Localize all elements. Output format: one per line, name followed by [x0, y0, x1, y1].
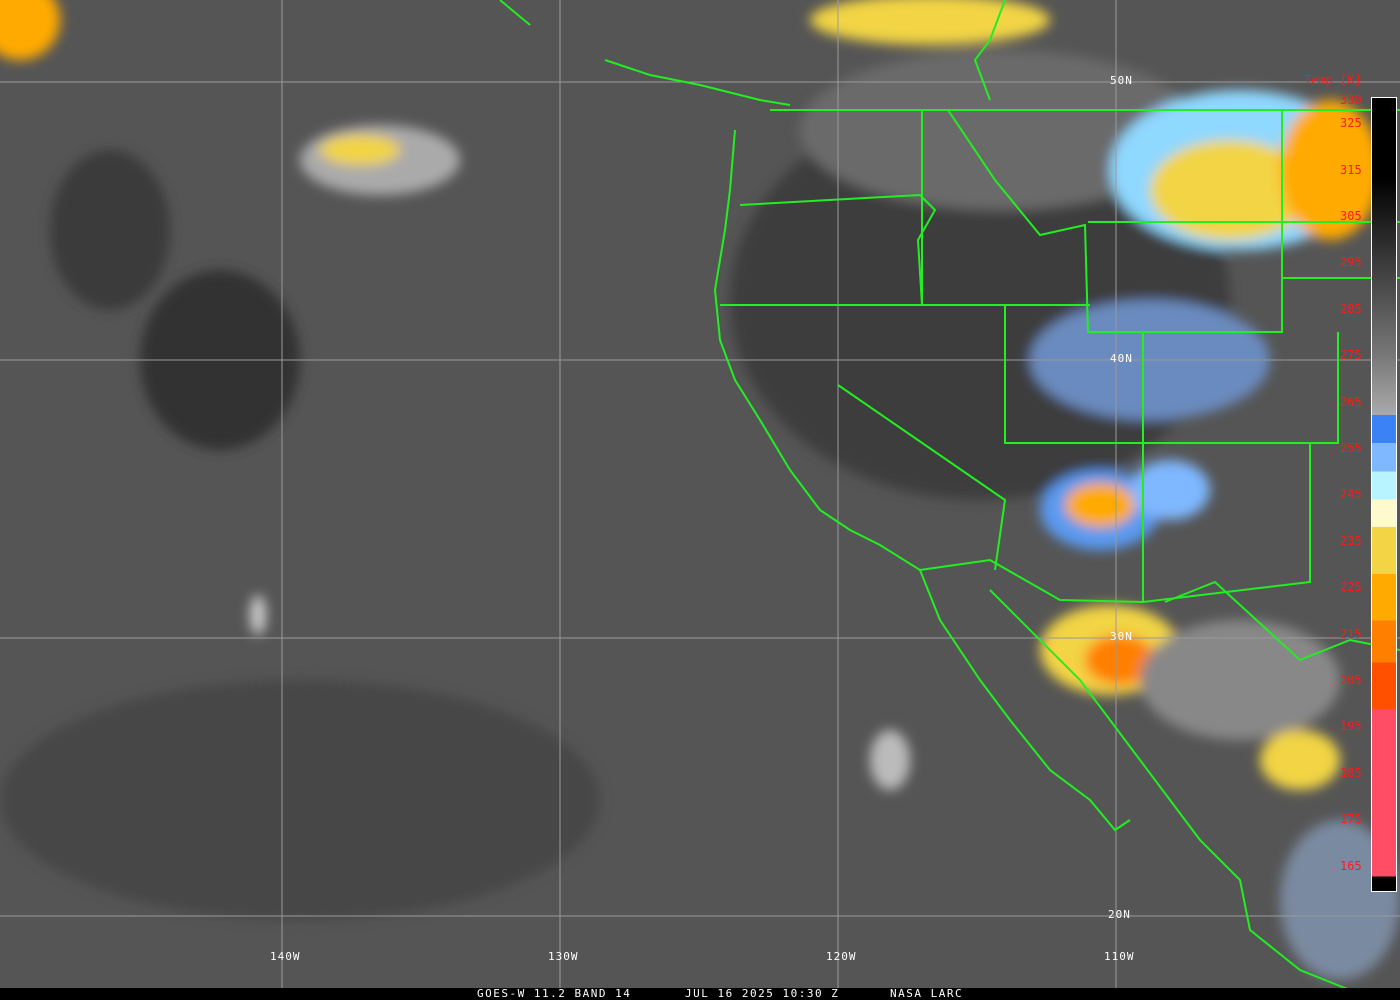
- colorbar-tick: 330: [1340, 93, 1362, 107]
- colorbar-tick: 225: [1340, 580, 1362, 595]
- lat-label-50n: 50N: [1110, 74, 1133, 87]
- colorbar-tick: 295: [1340, 255, 1362, 270]
- colorbar-tick: 245: [1340, 487, 1362, 502]
- caption-satellite: GOES-W 11.2 BAND 14: [477, 987, 632, 1000]
- colorbar-tick: 255: [1340, 441, 1362, 455]
- caption-datetime: JUL 16 2025 10:30 Z: [685, 987, 840, 1000]
- lat-label-40n: 40N: [1110, 352, 1133, 365]
- image-caption: GOES-W 11.2 BAND 14 JUL 16 2025 10:30 Z NA…: [0, 988, 1400, 1000]
- lat-label-20n: 20N: [1108, 908, 1131, 921]
- lon-label-120w: 120W: [826, 950, 857, 963]
- colorbar-tick: 305: [1340, 209, 1362, 223]
- colorbar-title: Temp [K]: [1304, 73, 1362, 87]
- colorbar-tick: 215: [1340, 626, 1362, 641]
- colorbar-tick: 195: [1340, 719, 1362, 734]
- temperature-colorbar: [1371, 97, 1397, 892]
- colorbar-tick: 285: [1340, 301, 1362, 316]
- colorbar-tick: 185: [1340, 765, 1362, 780]
- colorbar-tick: 315: [1340, 162, 1362, 177]
- colorbar-tick: 175: [1340, 812, 1362, 827]
- lat-label-30n: 30N: [1110, 630, 1133, 643]
- colorbar-tick: 275: [1340, 348, 1362, 363]
- caption-credit: NASA LARC: [890, 987, 964, 1000]
- colorbar-tick: 325: [1340, 116, 1362, 131]
- colorbar-tick: 265: [1340, 394, 1362, 409]
- colorbar-tick: 235: [1340, 533, 1362, 548]
- colorbar-tick: 205: [1340, 673, 1362, 687]
- lon-label-130w: 130W: [548, 950, 579, 963]
- colorbar-tick: 165: [1340, 858, 1362, 873]
- lon-label-110w: 110W: [1104, 950, 1135, 963]
- lon-label-140w: 140W: [270, 950, 301, 963]
